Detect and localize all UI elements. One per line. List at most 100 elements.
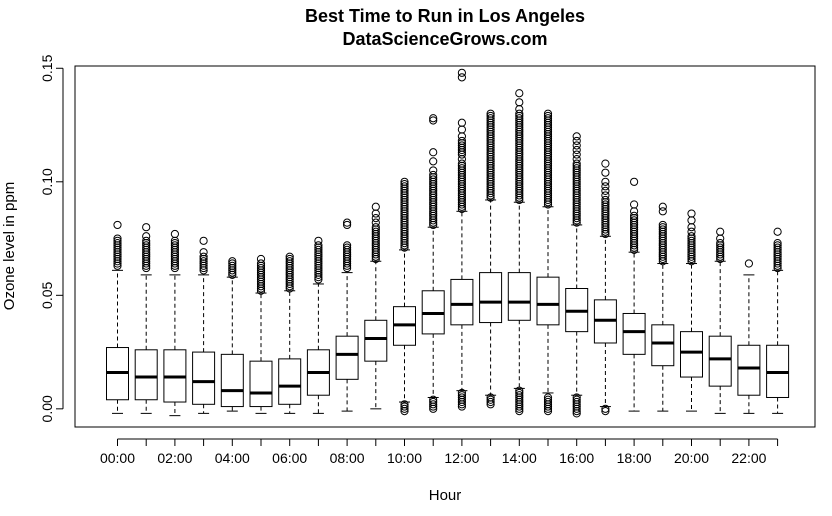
- outlier-point: [457, 73, 466, 82]
- outlier-point: [515, 114, 524, 123]
- outlier-point: [515, 407, 524, 416]
- outlier-point: [170, 238, 179, 248]
- box-1300: [479, 109, 503, 409]
- outlier-point: [515, 109, 524, 118]
- outlier-point: [630, 177, 639, 186]
- outlier-point: [687, 236, 696, 245]
- outlier-point: [199, 248, 208, 257]
- x-tick-label: 22:00: [731, 450, 766, 466]
- box-1400: [507, 89, 531, 416]
- box-0600: [278, 252, 302, 414]
- iqr-box: [708, 335, 732, 387]
- outlier-point: [572, 407, 581, 416]
- outlier-point: [113, 236, 122, 245]
- outlier-point: [199, 257, 208, 266]
- outlier-point: [773, 238, 782, 248]
- outlier-point: [429, 175, 438, 184]
- x-tick-label: 18:00: [617, 450, 652, 466]
- outlier-point: [199, 252, 208, 261]
- box-2000: [680, 209, 703, 412]
- outlier-point: [486, 114, 495, 123]
- outlier-point: [486, 109, 495, 118]
- box-1000: [393, 177, 416, 416]
- outlier-point: [572, 150, 581, 159]
- outlier-point: [457, 400, 466, 409]
- outlier-point: [601, 200, 610, 209]
- outlier-point: [601, 186, 610, 195]
- box-0700: [306, 236, 330, 414]
- outlier-point: [343, 245, 352, 255]
- iqr-box: [479, 272, 503, 324]
- y-axis: 0.00 0.05 0.10 0.15: [39, 54, 64, 422]
- outlier-point: [142, 236, 151, 245]
- outlier-point: [142, 241, 151, 250]
- outlier-point: [572, 404, 581, 413]
- outlier-point: [543, 402, 553, 411]
- outlier-point: [543, 404, 553, 413]
- outlier-point: [716, 234, 725, 243]
- outlier-point: [199, 236, 208, 245]
- box-1200: [450, 68, 474, 411]
- outlier-point: [429, 404, 438, 413]
- outlier-point: [343, 220, 352, 230]
- outlier-point: [256, 259, 266, 268]
- outlier-point: [457, 141, 466, 150]
- outlier-point: [457, 125, 466, 134]
- outlier-point: [314, 236, 323, 245]
- outlier-point: [773, 243, 782, 252]
- x-tick-label: 06:00: [272, 450, 307, 466]
- outlier-point: [601, 404, 610, 413]
- outlier-point: [113, 238, 122, 248]
- box-2300: [766, 227, 790, 414]
- outlier-point: [630, 211, 639, 220]
- outlier-point: [314, 245, 323, 255]
- outlier-point: [457, 397, 466, 407]
- box-0300: [192, 236, 216, 414]
- outlier-point: [113, 220, 122, 230]
- outlier-point: [429, 148, 438, 157]
- iqr-box: [737, 344, 761, 396]
- x-axis-label: Hour: [429, 487, 462, 504]
- outlier-point: [457, 132, 466, 141]
- x-tick-label: 12:00: [444, 450, 479, 466]
- y-tick-label: 0.10: [39, 168, 55, 195]
- outlier-point: [716, 227, 725, 236]
- outlier-point: [601, 195, 610, 205]
- outlier-point: [687, 223, 696, 232]
- box-1700: [593, 159, 617, 416]
- outlier-point: [572, 409, 581, 418]
- outlier-point: [601, 177, 610, 186]
- outlier-point: [371, 202, 380, 211]
- x-axis: 00:00 02:00 04:00 06:00 08:00 10:00 12:00 14:00…: [100, 438, 779, 466]
- box-0000: [106, 220, 129, 414]
- y-tick-label: 0.05: [39, 281, 55, 308]
- x-tick-label: 04:00: [215, 450, 250, 466]
- outlier-point: [457, 164, 466, 173]
- outlier-point: [256, 263, 266, 273]
- outlier-point: [572, 159, 581, 168]
- outlier-point: [658, 223, 667, 232]
- outlier-point: [285, 257, 294, 266]
- x-tick-label: 02:00: [157, 450, 192, 466]
- outlier-point: [515, 105, 524, 114]
- outlier-point: [228, 261, 237, 270]
- x-tick-label: 00:00: [100, 450, 135, 466]
- box-0400: [220, 257, 244, 412]
- outlier-point: [601, 182, 610, 191]
- box-0900: [364, 202, 388, 410]
- box-0100: [134, 223, 158, 414]
- outlier-point: [515, 404, 524, 413]
- outlier-point: [429, 400, 438, 409]
- outlier-point: [429, 402, 438, 411]
- x-tick-label: 08:00: [330, 450, 365, 466]
- outlier-point: [744, 259, 754, 268]
- outlier-point: [457, 159, 466, 168]
- outlier-point: [371, 209, 380, 218]
- box-2200: [737, 259, 761, 414]
- outlier-point: [687, 209, 696, 218]
- outlier-point: [630, 207, 639, 216]
- box-0800: [335, 218, 359, 412]
- outlier-point: [400, 177, 409, 186]
- iqr-box: [134, 349, 158, 401]
